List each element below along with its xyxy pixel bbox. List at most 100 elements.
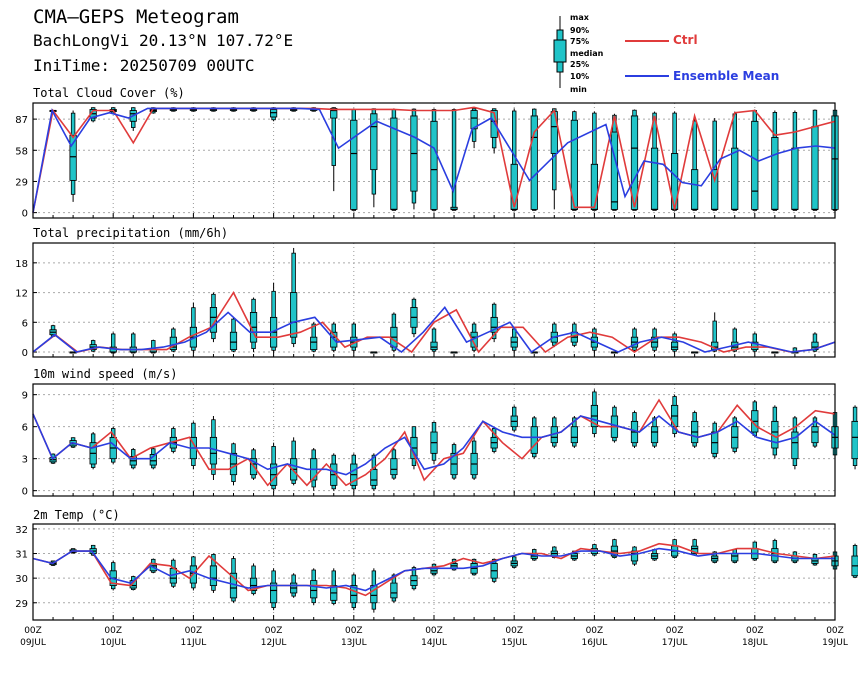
y-tick-label: 18	[15, 259, 28, 270]
box-lower-tail	[351, 602, 356, 608]
x-tick-hour: 00Z	[345, 626, 363, 636]
box-upper-tail	[211, 293, 216, 308]
box-10	[229, 442, 238, 486]
box-iqr	[390, 117, 398, 210]
box-upper-tail	[632, 546, 637, 552]
y-tick-label: 29	[15, 177, 28, 188]
box-lower-tail	[191, 346, 196, 351]
box-25	[530, 108, 538, 211]
box-37	[771, 538, 779, 564]
box-4	[109, 560, 117, 591]
legend-p90: 90%	[570, 26, 590, 35]
box-15	[330, 107, 338, 192]
y-tick-label: 0	[22, 487, 28, 498]
y-tick-label: 6	[22, 423, 28, 434]
box-2	[69, 110, 77, 202]
box-3	[89, 339, 97, 353]
box-6	[149, 339, 157, 354]
box-lower-tail	[491, 447, 497, 452]
ctrl-line	[32, 290, 836, 354]
box-upper-tail	[752, 333, 757, 343]
box-12	[269, 282, 278, 353]
box-upper-tail	[672, 112, 677, 154]
box-lower-tail	[532, 452, 537, 458]
box-lower-tail	[491, 136, 497, 149]
box-upper-tail	[311, 449, 316, 460]
box-5	[129, 107, 137, 131]
ensemble-mean-line	[32, 547, 835, 592]
box-lower-tail	[471, 474, 477, 479]
box-upper-tail	[852, 406, 858, 422]
box-upper-tail	[572, 111, 577, 121]
y-tick-label: 32	[15, 525, 28, 536]
box-lower-tail	[652, 346, 657, 351]
box-36	[751, 332, 759, 353]
box-lower-tail	[191, 582, 196, 589]
box-upper-tail	[672, 333, 677, 343]
box-22	[470, 108, 478, 149]
box-lower-tail	[111, 458, 116, 463]
box-lower-tail	[70, 179, 76, 195]
box-lower-tail	[592, 426, 597, 434]
box-upper-tail	[171, 428, 176, 438]
y-tick-label: 12	[15, 289, 28, 300]
legend-ctrl-label: Ctrl	[673, 33, 698, 47]
box-lower-tail	[271, 116, 276, 121]
box-lower-tail	[451, 474, 457, 479]
box-upper-tail	[512, 110, 517, 165]
box-iqr	[209, 436, 218, 465]
station-location: BachLongVi 20.13°N 107.72°E	[33, 31, 294, 50]
ctrl-line	[32, 542, 836, 597]
box-lower-tail	[171, 582, 176, 587]
box-upper-tail	[632, 328, 637, 338]
box-lower-tail	[371, 484, 377, 490]
box-lower-tail	[371, 602, 377, 610]
box-lower-tail	[131, 464, 136, 469]
x-tick-date: 18JUL	[742, 638, 768, 648]
x-tick-hour: 00Z	[666, 626, 684, 636]
box-2	[69, 351, 77, 354]
box-13	[290, 437, 298, 486]
panel-title: Total precipitation (mm/6h)	[33, 226, 228, 240]
box-19	[410, 297, 418, 338]
box-24	[510, 108, 518, 211]
box-lower-tail	[391, 474, 397, 479]
box-upper-tail	[291, 574, 296, 584]
box-upper-tail	[331, 323, 336, 333]
box-iqr	[791, 147, 799, 210]
y-tick-label: 29	[15, 599, 28, 610]
box-26	[550, 416, 558, 448]
box-upper-tail	[291, 252, 296, 293]
box-upper-tail	[572, 323, 577, 333]
box-lower-tail	[351, 346, 356, 351]
box-lower-tail	[411, 190, 417, 204]
panel-0: Total Cloud Cover (%) 0 29 58 87	[15, 86, 839, 220]
chart-title: CMA—GEPS Meteogram	[33, 6, 239, 28]
box-18	[390, 312, 398, 353]
box-upper-tail	[592, 391, 597, 406]
box-iqr	[430, 120, 438, 210]
box-lower-tail	[331, 599, 336, 604]
box-upper-tail	[271, 290, 276, 318]
box-lower-tail	[271, 346, 276, 351]
box-10	[229, 107, 238, 112]
box-12	[269, 568, 278, 611]
box-iqr	[209, 565, 218, 586]
box-iqr	[310, 336, 318, 350]
y-tick-label: 58	[15, 146, 28, 157]
box-upper-tail	[451, 444, 457, 454]
box-19	[410, 108, 418, 210]
box-upper-tail	[692, 120, 697, 171]
box-18	[390, 108, 398, 211]
y-tick-label: 31	[15, 550, 28, 561]
box-lower-tail	[311, 597, 316, 604]
x-tick-date: 10JUL	[100, 638, 126, 648]
box-22	[470, 437, 478, 480]
x-axis-labels: 00Z 09JUL 00Z 10JUL 00Z 11JUL 00Z 12JUL 00Z 13JUL…	[20, 626, 848, 648]
x-tick-date: 17JUL	[662, 638, 688, 648]
box-16	[350, 322, 358, 353]
box-lower-tail	[311, 479, 316, 488]
box-upper-tail	[772, 112, 778, 138]
box-upper-tail	[70, 548, 76, 551]
box-upper-tail	[151, 558, 156, 564]
